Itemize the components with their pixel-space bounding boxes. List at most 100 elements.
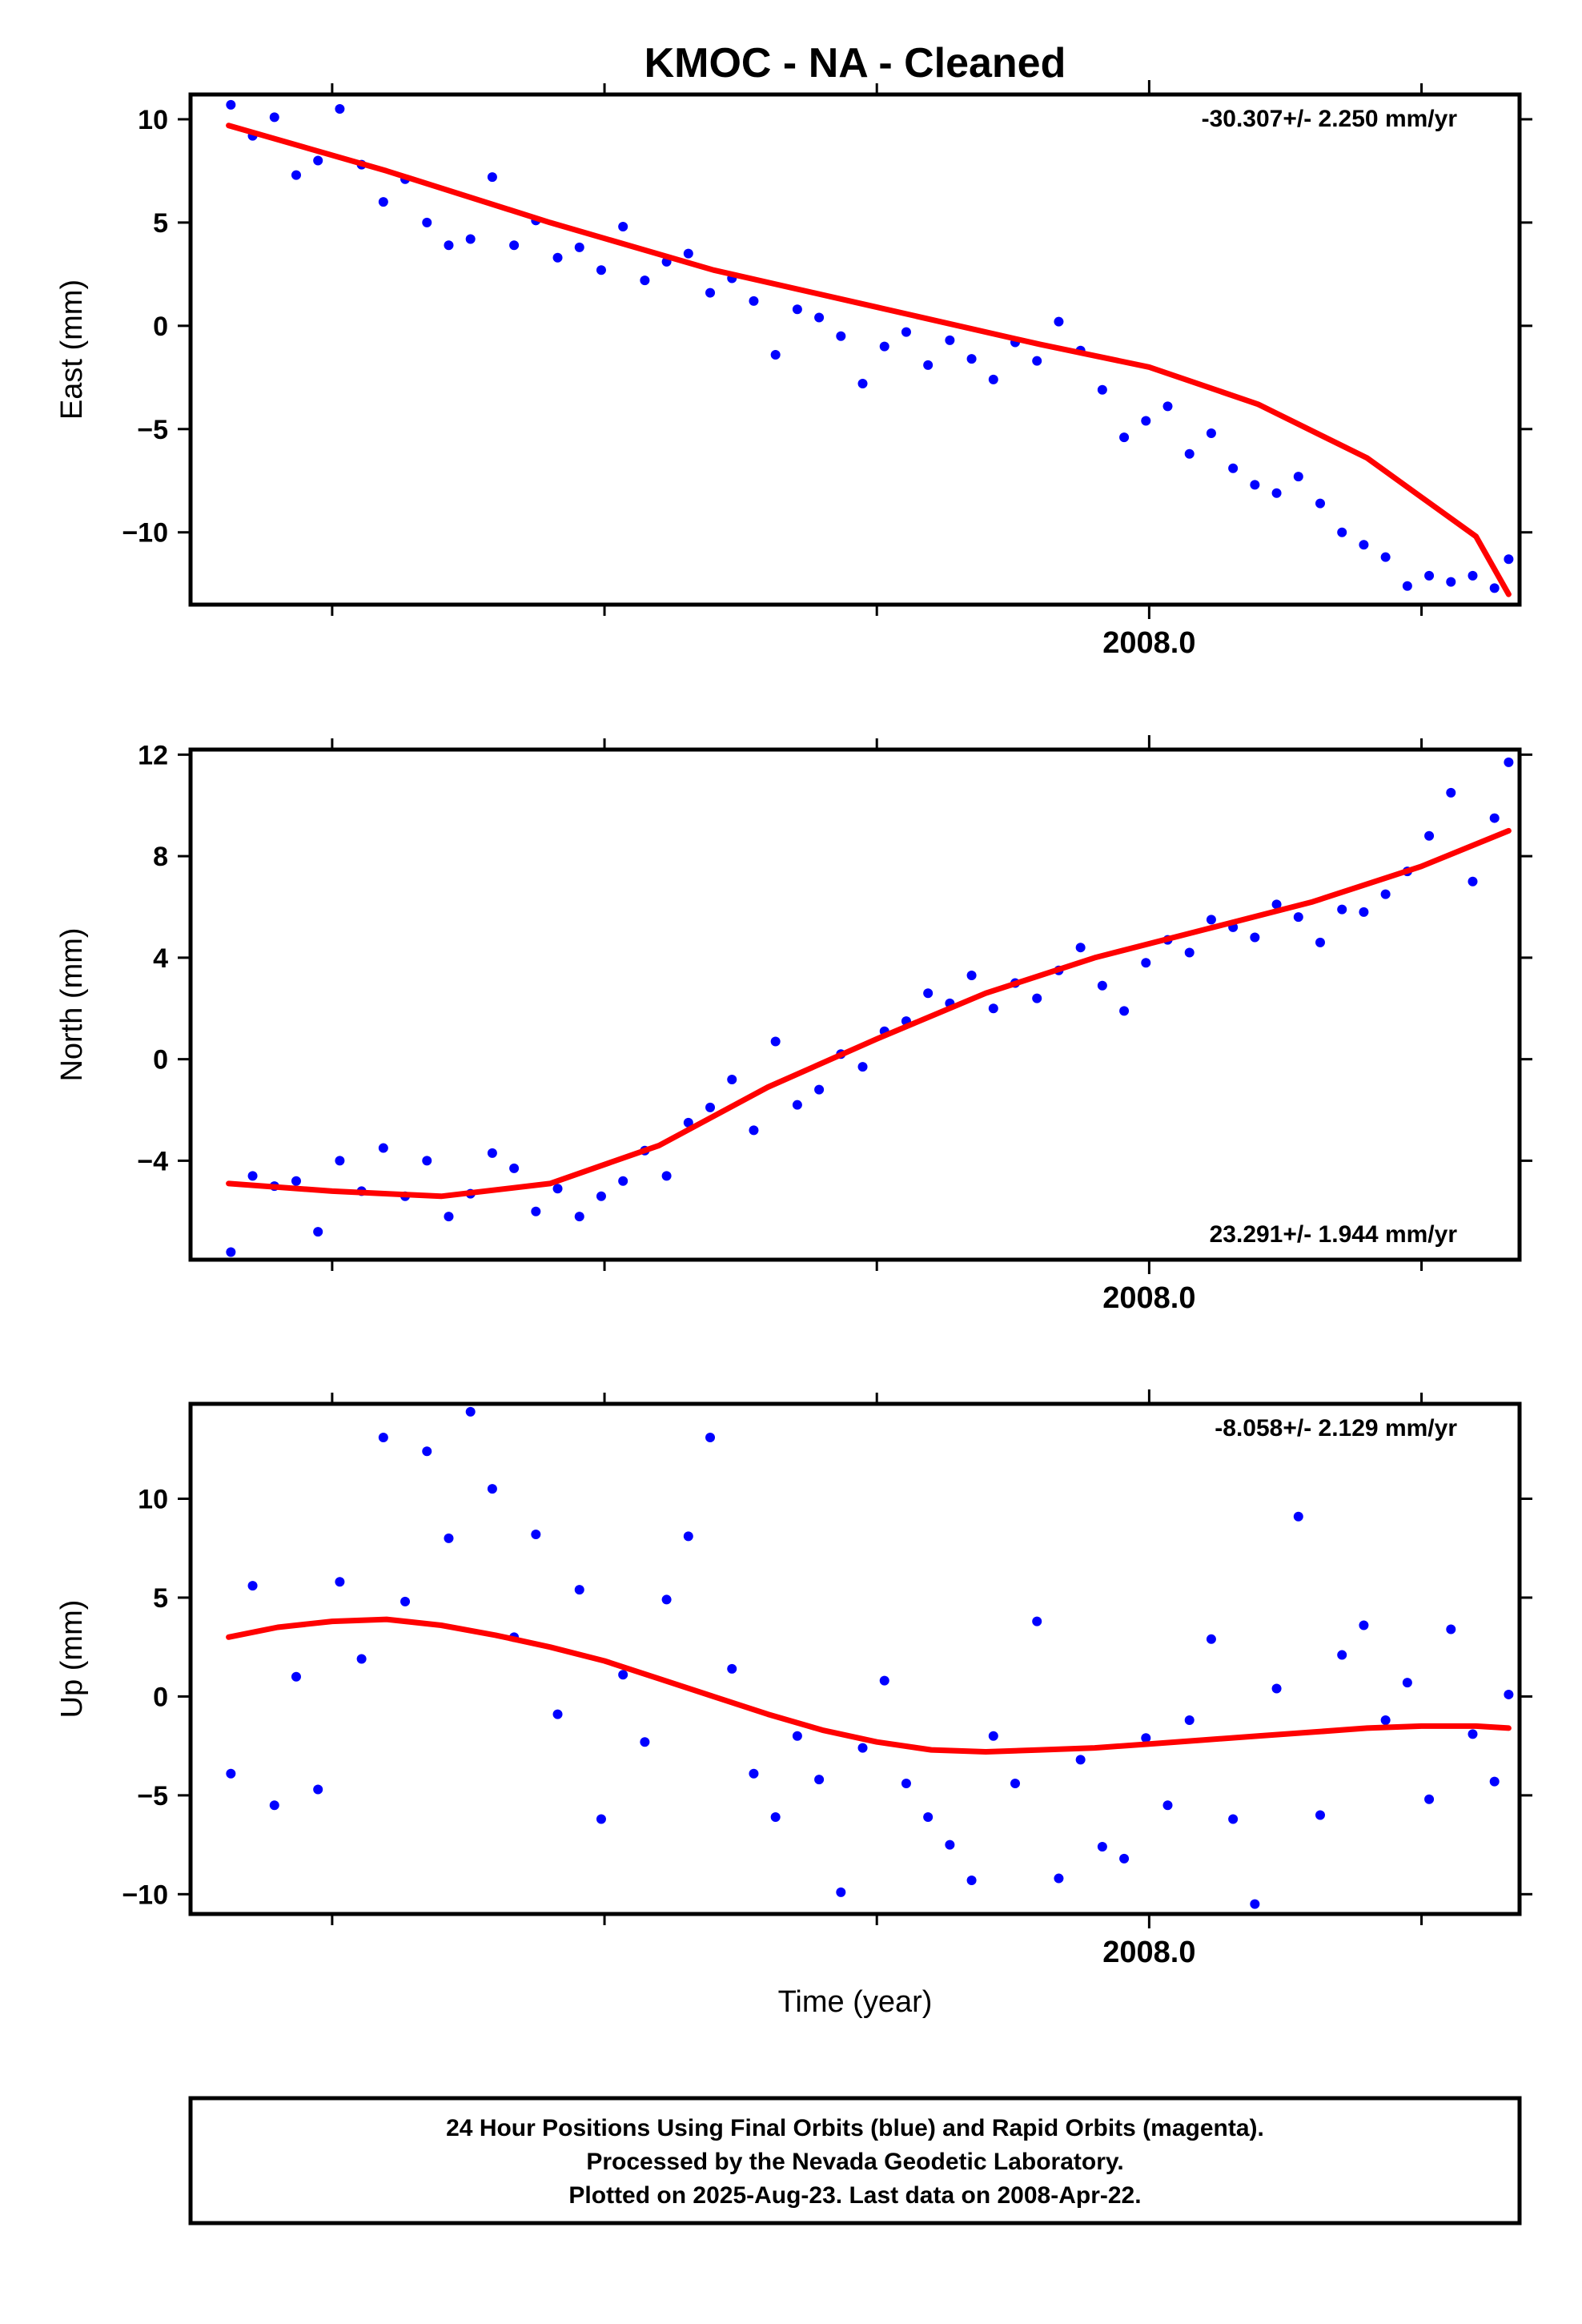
data-point <box>705 1102 716 1112</box>
data-point <box>247 1171 258 1181</box>
data-point <box>923 988 934 999</box>
data-point <box>1162 401 1173 412</box>
data-point <box>356 1654 367 1664</box>
footer-line-1: 24 Hour Positions Using Final Orbits (bl… <box>446 2115 1264 2141</box>
data-point <box>313 1784 323 1795</box>
y-axis-label: Up (mm) <box>55 1600 89 1719</box>
plot-frame <box>188 747 1522 1262</box>
rate-label: 23.291+/- 1.944 mm/yr <box>1210 1221 1458 1248</box>
data-point <box>857 1062 868 1072</box>
data-point <box>1097 384 1107 395</box>
data-point <box>1446 1624 1456 1634</box>
footer-line-3: Plotted on 2025-Aug-23. Last data on 200… <box>568 2182 1141 2209</box>
data-point <box>596 1191 606 1201</box>
data-point <box>487 172 497 183</box>
y-tick-label: 8 <box>153 842 168 872</box>
data-point <box>1228 1814 1239 1824</box>
data-point <box>988 1731 998 1741</box>
data-point <box>879 1675 889 1686</box>
data-point <box>552 1709 563 1719</box>
data-point <box>1250 932 1260 943</box>
x-tick-label: 2008.0 <box>1102 626 1195 660</box>
data-point <box>1504 1689 1514 1699</box>
data-point <box>1380 889 1391 899</box>
data-point <box>226 99 236 110</box>
data-point <box>749 1768 759 1779</box>
y-tick-label: −5 <box>137 415 168 445</box>
data-point <box>1206 915 1216 925</box>
data-point <box>1032 1616 1042 1626</box>
data-point <box>313 155 323 166</box>
data-point <box>1315 937 1325 947</box>
y-axis-label: East (mm) <box>55 279 89 420</box>
fit-curve <box>226 1616 1512 1755</box>
data-point <box>683 248 693 259</box>
data-point <box>444 1212 454 1222</box>
data-point <box>552 252 563 263</box>
data-point <box>378 197 388 207</box>
y-tick-label: 0 <box>153 312 168 342</box>
y-tick-label: 12 <box>138 740 168 770</box>
y-tick-label: −10 <box>122 518 168 549</box>
data-point <box>1359 540 1369 550</box>
data-point <box>1032 356 1042 366</box>
data-point <box>465 1406 476 1417</box>
data-point <box>226 1247 236 1257</box>
data-point <box>1489 1776 1500 1787</box>
data-point <box>509 240 520 251</box>
data-point <box>661 1171 672 1181</box>
data-point <box>792 1100 802 1110</box>
data-point <box>531 1529 541 1539</box>
data-point <box>1380 552 1391 562</box>
data-point <box>1054 1873 1064 1884</box>
data-point <box>422 217 432 227</box>
data-point <box>335 104 345 115</box>
data-point <box>749 1125 759 1136</box>
data-point <box>1489 813 1500 823</box>
data-point <box>1184 947 1195 958</box>
data-point <box>1054 316 1064 327</box>
data-point <box>770 1036 781 1047</box>
y-tick-label: 10 <box>138 105 168 135</box>
y-tick-label: 10 <box>138 1485 168 1515</box>
data-point <box>792 304 802 315</box>
data-point <box>945 335 955 345</box>
data-point <box>1075 1755 1086 1765</box>
data-point <box>857 379 868 389</box>
data-point <box>879 341 889 352</box>
x-tick-label: 2008.0 <box>1102 1936 1195 1969</box>
data-point <box>966 354 977 364</box>
data-point <box>1228 463 1239 473</box>
data-point <box>1032 993 1042 1003</box>
x-axis-label: Time (year) <box>778 1985 933 2019</box>
data-point <box>1468 876 1478 887</box>
data-point <box>1119 432 1130 443</box>
data-point <box>1184 1715 1195 1726</box>
data-point <box>574 1212 584 1222</box>
panel-up: 10 5 0 −5 −10 2008.0 Up (mm) -8.058+/- 2.129 mm… <box>55 1389 1532 1969</box>
panels-group: 10 5 0 −5 −10 2008.0 East (mm) -30.307+/- 2.250… <box>55 80 1532 1969</box>
data-point <box>487 1484 497 1494</box>
data-point <box>291 1176 301 1186</box>
data-point <box>335 1577 345 1587</box>
data-point <box>1504 757 1514 767</box>
data-point <box>509 1163 520 1173</box>
fit-curve <box>226 827 1512 1200</box>
data-point <box>1141 958 1151 968</box>
y-tick-label: −5 <box>137 1781 168 1811</box>
data-point <box>1250 1899 1260 1909</box>
y-tick-label: 0 <box>153 1682 168 1712</box>
chart-title: KMOC - NA - Cleaned <box>644 40 1066 86</box>
data-point <box>313 1227 323 1237</box>
data-point <box>1337 1650 1347 1660</box>
data-point <box>574 1585 584 1595</box>
y-tick-label: 5 <box>153 208 168 239</box>
data-point <box>269 1800 279 1811</box>
data-point <box>705 1432 716 1442</box>
data-point <box>1293 1511 1303 1522</box>
data-point <box>1402 1678 1412 1688</box>
data-point <box>1206 428 1216 438</box>
data-point <box>1119 1006 1130 1016</box>
data-point <box>1468 570 1478 581</box>
